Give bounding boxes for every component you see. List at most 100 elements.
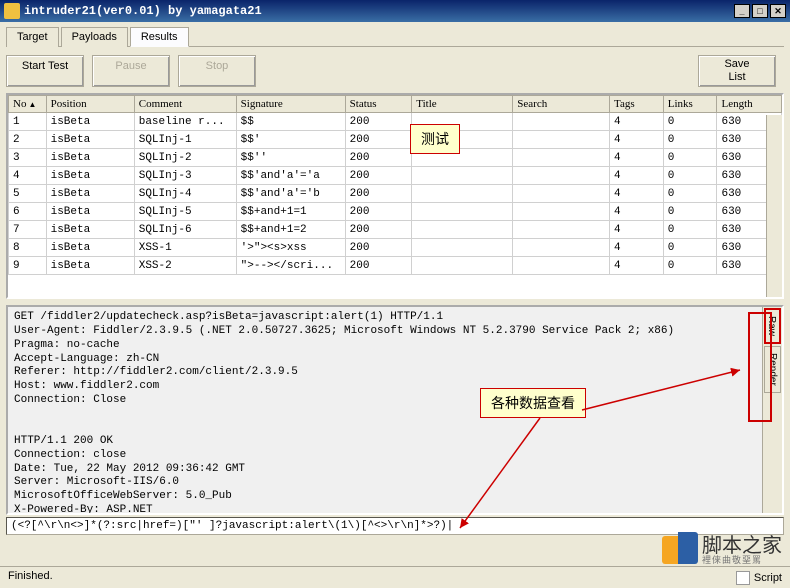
cell-tags: 4 (610, 221, 664, 239)
table-row[interactable]: 3isBetaSQLInj-2$$''20040630 (9, 149, 782, 167)
table-row[interactable]: 2isBetaSQLInj-1$$'20040630 (9, 131, 782, 149)
toolbar: Start Test Pause Stop Save List (6, 49, 784, 93)
cell-search (513, 203, 610, 221)
col-search[interactable]: Search (513, 96, 610, 113)
cell-position: isBeta (46, 167, 134, 185)
cell-no: 7 (9, 221, 47, 239)
cell-signature: $$'and'a'='b (236, 185, 345, 203)
table-row[interactable]: 5isBetaSQLInj-4$$'and'a'='b20040630 (9, 185, 782, 203)
table-row[interactable]: 8isBetaXSS-1'>"><s>xss20040630 (9, 239, 782, 257)
cell-title (412, 239, 513, 257)
maximize-button[interactable]: □ (752, 4, 768, 18)
table-scrollbar[interactable] (766, 115, 782, 297)
cell-status: 200 (345, 113, 412, 131)
col-no[interactable]: No ▲ (9, 96, 47, 113)
cell-tags: 4 (610, 149, 664, 167)
cell-comment: SQLInj-5 (134, 203, 236, 221)
col-links[interactable]: Links (663, 96, 717, 113)
cell-position: isBeta (46, 221, 134, 239)
cell-search (513, 185, 610, 203)
raw-text[interactable]: GET /fiddler2/updatecheck.asp?isBeta=jav… (8, 307, 762, 513)
cell-comment: SQLInj-1 (134, 131, 236, 149)
col-status[interactable]: Status (345, 96, 412, 113)
cell-links: 0 (663, 239, 717, 257)
callout-test: 测试 (410, 124, 460, 154)
close-button[interactable]: ✕ (770, 4, 786, 18)
cell-signature: '>"><s>xss (236, 239, 345, 257)
table-body: 1isBetabaseline r...$$200406302isBetaSQL… (9, 113, 782, 275)
table-row[interactable]: 6isBetaSQLInj-5$$+and+1=120040630 (9, 203, 782, 221)
cell-links: 0 (663, 149, 717, 167)
tab-payloads[interactable]: Payloads (61, 27, 128, 47)
cell-no: 3 (9, 149, 47, 167)
tab-results[interactable]: Results (130, 27, 189, 47)
app-icon (4, 3, 20, 19)
results-table-wrap: No ▲PositionCommentSignatureStatusTitleS… (6, 93, 784, 299)
table-row[interactable]: 9isBetaXSS-2">--></scri...20040630 (9, 257, 782, 275)
col-comment[interactable]: Comment (134, 96, 236, 113)
status-script-label: Script (754, 572, 782, 584)
cell-status: 200 (345, 239, 412, 257)
table-row[interactable]: 7isBetaSQLInj-6$$+and+1=220040630 (9, 221, 782, 239)
cell-links: 0 (663, 131, 717, 149)
watermark-logo (662, 532, 698, 568)
cell-no: 9 (9, 257, 47, 275)
results-table: No ▲PositionCommentSignatureStatusTitleS… (8, 95, 782, 275)
cell-search (513, 257, 610, 275)
stop-button[interactable]: Stop (178, 55, 256, 87)
status-right: Script (736, 570, 782, 585)
cell-search (513, 221, 610, 239)
col-tags[interactable]: Tags (610, 96, 664, 113)
cell-links: 0 (663, 185, 717, 203)
cell-status: 200 (345, 221, 412, 239)
cell-tags: 4 (610, 257, 664, 275)
content-area: Target Payloads Results Start Test Pause… (0, 22, 790, 539)
cell-title (412, 203, 513, 221)
cell-signature: ">--></scri... (236, 257, 345, 275)
cell-search (513, 239, 610, 257)
cell-status: 200 (345, 149, 412, 167)
cell-no: 5 (9, 185, 47, 203)
cell-title (412, 221, 513, 239)
cell-signature: $$ (236, 113, 345, 131)
cell-comment: XSS-1 (134, 239, 236, 257)
cell-comment: XSS-2 (134, 257, 236, 275)
cell-position: isBeta (46, 149, 134, 167)
side-tab-render[interactable]: Render (764, 346, 781, 393)
col-length[interactable]: Length (717, 96, 782, 113)
cell-status: 200 (345, 203, 412, 221)
col-position[interactable]: Position (46, 96, 134, 113)
cell-links: 0 (663, 221, 717, 239)
pause-button[interactable]: Pause (92, 55, 170, 87)
minimize-button[interactable]: _ (734, 4, 750, 18)
cell-comment: SQLInj-4 (134, 185, 236, 203)
table-header-row: No ▲PositionCommentSignatureStatusTitleS… (9, 96, 782, 113)
cell-no: 1 (9, 113, 47, 131)
col-title[interactable]: Title (412, 96, 513, 113)
cell-position: isBeta (46, 185, 134, 203)
cell-no: 4 (9, 167, 47, 185)
cell-comment: SQLInj-2 (134, 149, 236, 167)
table-row[interactable]: 1isBetabaseline r...$$20040630 (9, 113, 782, 131)
cell-search (513, 113, 610, 131)
cell-links: 0 (663, 167, 717, 185)
side-tab-raw[interactable]: Raw (764, 308, 781, 344)
cell-comment: baseline r... (134, 113, 236, 131)
cell-no: 8 (9, 239, 47, 257)
start-test-button[interactable]: Start Test (6, 55, 84, 87)
table-row[interactable]: 4isBetaSQLInj-3$$'and'a'='a20040630 (9, 167, 782, 185)
cell-status: 200 (345, 257, 412, 275)
cell-signature: $$' (236, 131, 345, 149)
save-list-button[interactable]: Save List (698, 55, 776, 87)
window-title: intruder21(ver0.01) by yamagata21 (24, 4, 732, 18)
cell-status: 200 (345, 185, 412, 203)
cell-signature: $$'' (236, 149, 345, 167)
tab-strip: Target Payloads Results (6, 26, 784, 47)
cell-signature: $$+and+1=2 (236, 221, 345, 239)
cell-links: 0 (663, 113, 717, 131)
col-signature[interactable]: Signature (236, 96, 345, 113)
tab-target[interactable]: Target (6, 27, 59, 47)
cell-position: isBeta (46, 113, 134, 131)
cell-no: 6 (9, 203, 47, 221)
titlebar: intruder21(ver0.01) by yamagata21 _ □ ✕ (0, 0, 790, 22)
